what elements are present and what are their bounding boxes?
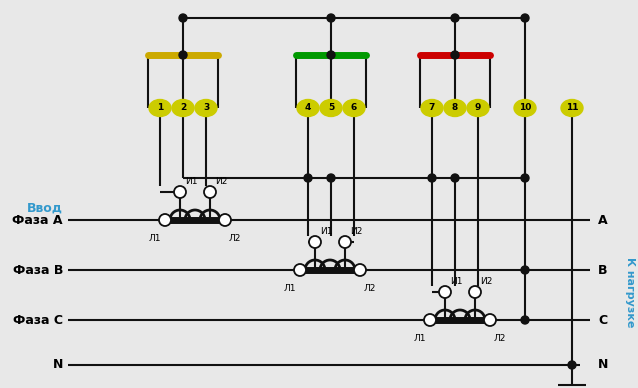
Circle shape [304, 174, 312, 182]
Text: 8: 8 [452, 104, 458, 113]
Circle shape [309, 236, 321, 248]
Circle shape [354, 264, 366, 276]
Text: 3: 3 [203, 104, 209, 113]
Ellipse shape [514, 99, 536, 116]
Text: Л2: Л2 [364, 284, 376, 293]
Text: Л1: Л1 [413, 334, 426, 343]
Text: И1: И1 [185, 177, 198, 186]
Text: Л2: Л2 [229, 234, 241, 243]
Text: Фаза В: Фаза В [13, 263, 63, 277]
Text: И2: И2 [215, 177, 227, 186]
Text: С: С [598, 314, 607, 326]
Circle shape [179, 14, 187, 22]
Text: В: В [598, 263, 607, 277]
Text: 6: 6 [351, 104, 357, 113]
Circle shape [521, 14, 529, 22]
Circle shape [521, 266, 529, 274]
Text: 7: 7 [429, 104, 435, 113]
Ellipse shape [172, 99, 194, 116]
Circle shape [451, 174, 459, 182]
Ellipse shape [421, 99, 443, 116]
Circle shape [219, 214, 231, 226]
Ellipse shape [320, 99, 342, 116]
Text: 9: 9 [475, 104, 481, 113]
Text: 11: 11 [566, 104, 578, 113]
Text: 10: 10 [519, 104, 531, 113]
Circle shape [439, 286, 451, 298]
Circle shape [484, 314, 496, 326]
Text: И2: И2 [350, 227, 362, 236]
Circle shape [428, 174, 436, 182]
Circle shape [179, 51, 187, 59]
Circle shape [204, 186, 216, 198]
Text: Ввод: Ввод [27, 201, 63, 215]
Text: 2: 2 [180, 104, 186, 113]
Circle shape [451, 51, 459, 59]
Text: Л1: Л1 [149, 234, 161, 243]
Text: Фаза А: Фаза А [13, 213, 63, 227]
Ellipse shape [467, 99, 489, 116]
Circle shape [327, 14, 335, 22]
Circle shape [327, 51, 335, 59]
Ellipse shape [195, 99, 217, 116]
Circle shape [339, 236, 351, 248]
Ellipse shape [149, 99, 171, 116]
Circle shape [521, 316, 529, 324]
Text: А: А [598, 213, 607, 227]
Text: И1: И1 [320, 227, 332, 236]
Text: 4: 4 [305, 104, 311, 113]
Text: Л1: Л1 [283, 284, 296, 293]
Text: И2: И2 [480, 277, 493, 286]
Ellipse shape [343, 99, 365, 116]
Circle shape [174, 186, 186, 198]
Circle shape [159, 214, 171, 226]
Text: 1: 1 [157, 104, 163, 113]
Circle shape [568, 361, 576, 369]
Circle shape [521, 174, 529, 182]
Text: И1: И1 [450, 277, 463, 286]
Text: 5: 5 [328, 104, 334, 113]
Ellipse shape [561, 99, 583, 116]
Text: К нагрузке: К нагрузке [625, 257, 635, 328]
Text: N: N [52, 359, 63, 371]
Ellipse shape [297, 99, 319, 116]
Text: N: N [598, 359, 609, 371]
Ellipse shape [444, 99, 466, 116]
Text: Фаза С: Фаза С [13, 314, 63, 326]
Circle shape [424, 314, 436, 326]
Circle shape [294, 264, 306, 276]
Circle shape [327, 174, 335, 182]
Circle shape [451, 14, 459, 22]
Circle shape [469, 286, 481, 298]
Text: Л2: Л2 [494, 334, 507, 343]
